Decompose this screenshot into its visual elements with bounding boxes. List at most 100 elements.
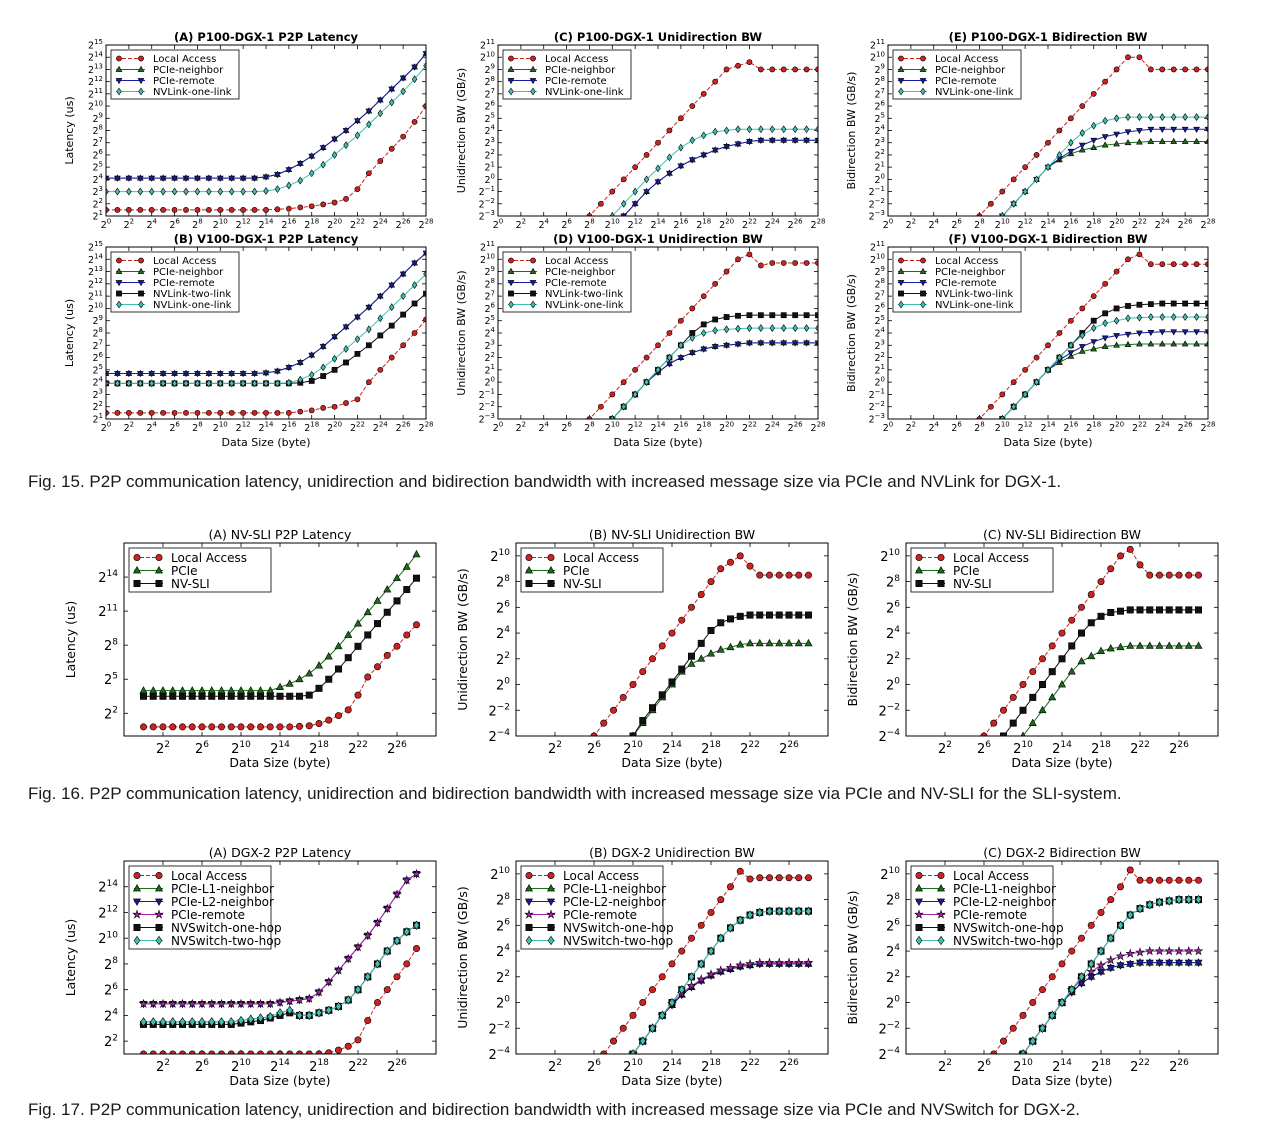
data-point (365, 304, 373, 311)
y-tick-label: 28 (496, 892, 510, 909)
data-point (403, 960, 411, 968)
legend-marker (508, 290, 514, 297)
x-tick-label: 212 (628, 218, 643, 231)
x-tick-label: 210 (995, 218, 1010, 231)
data-point (188, 692, 196, 700)
data-point (334, 665, 342, 673)
data-point (305, 691, 313, 699)
data-point (228, 1017, 235, 1027)
x-axis-label: Data Size (byte) (621, 755, 722, 770)
x-tick-label: 226 (396, 218, 412, 231)
data-point (961, 1128, 967, 1134)
data-point (1096, 968, 1106, 977)
data-point (354, 1036, 362, 1044)
y-tick-label: 28 (874, 277, 885, 290)
legend-marker (155, 871, 163, 879)
data-point (951, 1140, 958, 1145)
x-tick-label: 22 (548, 1058, 562, 1075)
legend-label: PCIe (171, 564, 198, 578)
data-point (1182, 66, 1189, 73)
y-tick-label: 28 (104, 637, 118, 654)
data-point (885, 502, 890, 507)
legend-marker (154, 909, 164, 919)
data-point (1056, 353, 1063, 362)
data-point (247, 692, 255, 700)
y-tick-label: 27 (874, 87, 885, 100)
x-tick-label: 216 (281, 218, 297, 231)
y-tick-label: 28 (104, 956, 118, 973)
data-point (803, 137, 810, 145)
data-point (1029, 1036, 1036, 1046)
data-point (666, 153, 673, 162)
data-point (712, 316, 719, 323)
data-point (814, 340, 818, 347)
data-point (1147, 261, 1154, 268)
data-point (305, 722, 313, 730)
data-point (1113, 268, 1120, 275)
data-point (315, 1008, 323, 1018)
legend-marker (525, 871, 533, 879)
data-point (495, 502, 500, 507)
data-point (707, 946, 715, 956)
data-point (198, 723, 206, 731)
x-tick-label: 218 (1091, 740, 1111, 757)
x-tick-label: 228 (419, 218, 434, 231)
data-point (774, 957, 785, 967)
data-point (331, 354, 338, 363)
data-point (393, 936, 401, 946)
data-point (961, 1127, 969, 1135)
legend-marker (507, 65, 515, 72)
data-point (1079, 305, 1086, 312)
data-point (400, 87, 406, 96)
data-point (1048, 642, 1056, 650)
data-point (1193, 313, 1200, 321)
y-tick-label: 21 (484, 160, 495, 173)
y-tick-label: 2−1 (479, 185, 495, 198)
data-point (227, 1050, 235, 1054)
data-point (746, 340, 753, 347)
data-point (587, 452, 592, 459)
y-tick-label: 210 (480, 50, 495, 63)
x-tick-label: 210 (995, 421, 1010, 434)
data-point (323, 976, 334, 987)
data-point (562, 771, 568, 777)
data-point (775, 571, 783, 579)
data-point (364, 673, 372, 681)
data-point (961, 1127, 968, 1133)
data-point (206, 379, 212, 388)
series-pcie-remote (106, 51, 426, 182)
data-point (314, 661, 324, 669)
data-point (590, 732, 598, 736)
data-point (411, 281, 418, 289)
data-point (1165, 959, 1174, 968)
data-point (227, 723, 235, 731)
legend-marker (914, 566, 924, 574)
data-point (717, 619, 725, 627)
legend-label: NVSwitch-two-hop (171, 934, 281, 948)
data-point (804, 571, 812, 579)
legend-label: PCIe-remote (171, 908, 245, 922)
legend-marker (524, 566, 534, 574)
data-point (216, 175, 224, 182)
legend-label: NVSwitch-one-hop (563, 921, 674, 935)
legend-marker (915, 871, 923, 879)
data-point (188, 1050, 196, 1054)
x-tick-label: 228 (419, 421, 434, 434)
data-point (775, 874, 783, 882)
legend-marker (546, 884, 556, 892)
data-point (746, 59, 753, 65)
legend-marker (919, 65, 927, 72)
data-point (179, 1050, 186, 1054)
data-point (262, 370, 270, 377)
y-tick-label: 26 (484, 99, 495, 112)
data-point (218, 1017, 225, 1027)
data-point (354, 642, 362, 650)
data-point (169, 1017, 176, 1027)
data-point (216, 998, 227, 1008)
legend-box (128, 865, 272, 950)
data-point (377, 314, 383, 323)
data-point (677, 163, 685, 170)
data-point (1022, 164, 1029, 171)
data-point (266, 1050, 274, 1054)
data-point (197, 998, 207, 1008)
